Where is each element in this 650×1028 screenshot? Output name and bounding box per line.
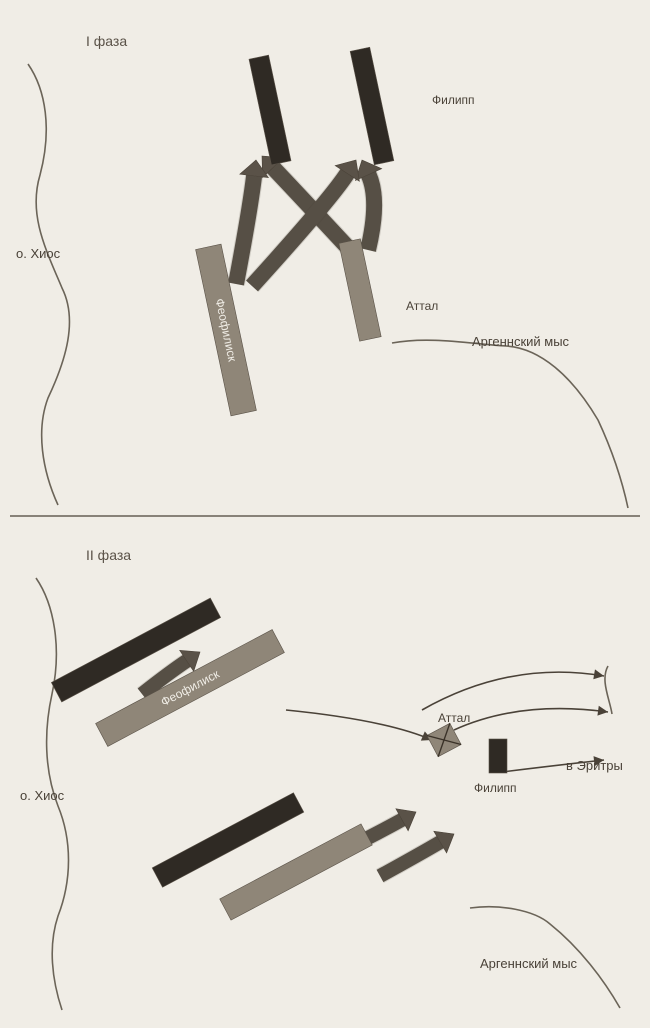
philip-fleet-p1-label: Филипп	[432, 93, 475, 107]
philip-fleet-p2-label: Филипп	[474, 781, 517, 795]
attalus-fleet-p1-label: Аттал	[406, 299, 438, 313]
phase2-title: II фаза	[86, 547, 131, 563]
attalus-fleet-p2-label: Аттал	[438, 711, 470, 725]
phase2-chios-label: о. Хиос	[20, 788, 65, 803]
philip-fleet-p2	[489, 739, 507, 773]
phase2-cape-label: Аргеннский мыс	[480, 956, 578, 971]
phase1-chios-label: о. Хиос	[16, 246, 61, 261]
battle-diagram: I фазао. ХиосАргеннский мысФилиппАтталФе…	[0, 0, 650, 1028]
phase1-title: I фаза	[86, 33, 127, 49]
phase1-cape-label: Аргеннский мыс	[472, 334, 570, 349]
